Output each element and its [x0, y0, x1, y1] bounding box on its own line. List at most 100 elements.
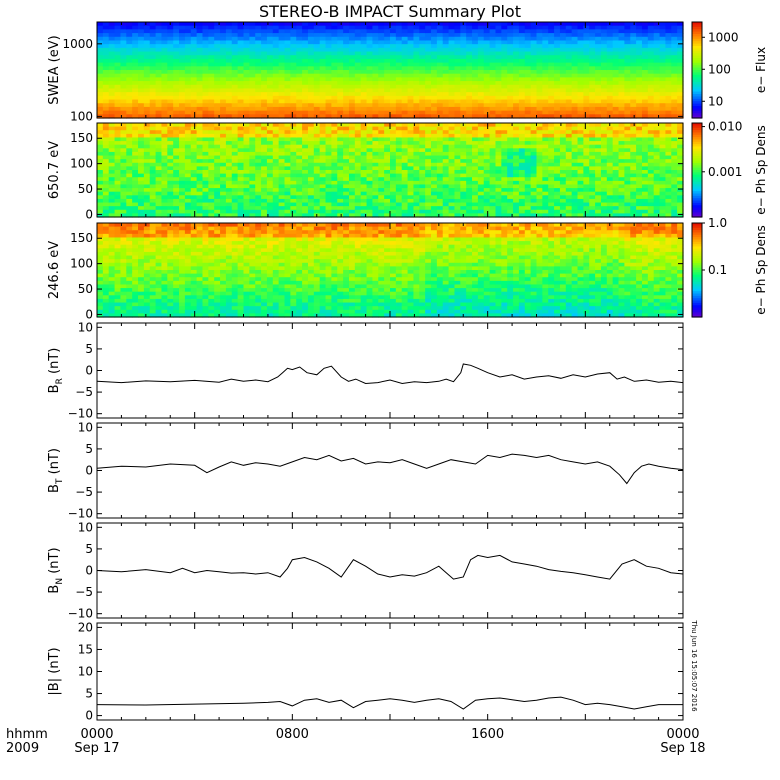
heatmap-cell — [313, 73, 321, 78]
heatmap-cell — [190, 36, 198, 42]
heatmap-cell — [161, 137, 168, 142]
heatmap-cell — [255, 184, 262, 189]
heatmap-cell — [319, 103, 327, 108]
heatmap-cell — [220, 36, 227, 42]
heatmap-cell — [155, 144, 163, 149]
heatmap-cell — [266, 155, 274, 160]
heatmap-cell — [313, 180, 321, 186]
heatmap-cell — [536, 81, 543, 86]
heatmap-cell — [243, 81, 250, 86]
heatmap-cell — [419, 184, 426, 189]
heatmap-cell — [606, 88, 614, 93]
heatmap-cell — [472, 209, 479, 214]
heatmap-cell — [337, 110, 344, 115]
heatmap-cell — [518, 123, 526, 128]
heatmap-cell — [114, 180, 122, 186]
heatmap-cell — [436, 177, 444, 182]
heatmap-cell — [184, 162, 192, 167]
heatmap-cell — [606, 99, 614, 104]
heatmap-cell — [343, 51, 350, 56]
heatmap-cell — [214, 177, 221, 182]
heatmap-cell — [343, 110, 350, 115]
heatmap-cell — [483, 126, 491, 131]
heatmap-cell — [360, 130, 368, 135]
heatmap-cell — [466, 77, 473, 82]
heatmap-cell — [577, 110, 584, 115]
heatmap-cell — [530, 198, 538, 204]
heatmap-cell — [513, 198, 520, 204]
heatmap-cell — [454, 110, 461, 115]
heatmap-cell — [483, 88, 491, 93]
heatmap-cell — [407, 103, 415, 108]
heatmap-cell — [466, 202, 473, 207]
heatmap-cell — [184, 123, 192, 128]
heatmap-cell — [102, 73, 110, 78]
heatmap-cell — [196, 144, 204, 149]
heatmap-cell — [114, 126, 122, 131]
heatmap-cell — [126, 22, 133, 27]
heatmap-cell — [313, 148, 321, 153]
heatmap-cell — [343, 151, 350, 157]
heatmap-cell — [647, 47, 655, 53]
heatmap-cell — [214, 92, 221, 97]
heatmap-cell — [524, 126, 532, 131]
heatmap-cell — [149, 177, 157, 182]
heatmap-cell — [624, 66, 631, 71]
heatmap-cell — [419, 62, 426, 67]
heatmap-cell — [143, 40, 151, 45]
heatmap-cell — [237, 47, 245, 53]
heatmap-cell — [565, 133, 573, 139]
heatmap-cell — [460, 162, 467, 167]
heatmap-cell — [606, 195, 614, 200]
heatmap-cell — [466, 36, 473, 42]
heatmap-cell — [536, 66, 543, 71]
heatmap-cell — [284, 141, 291, 146]
heatmap-cell — [501, 166, 508, 171]
heatmap-cell — [641, 55, 649, 60]
heatmap-cell — [600, 141, 608, 146]
heatmap-cell — [419, 40, 426, 45]
heatmap-cell — [671, 62, 678, 67]
heatmap-cell — [384, 51, 391, 56]
heatmap-cell — [460, 29, 467, 34]
heatmap-cell — [425, 206, 432, 211]
heatmap-cell — [325, 81, 332, 86]
heatmap-cell — [149, 99, 157, 104]
heatmap-cell — [413, 51, 420, 56]
heatmap-cell — [565, 22, 573, 27]
heatmap-cell — [179, 170, 186, 175]
heatmap-cell — [442, 188, 450, 193]
heatmap-cell — [143, 191, 151, 196]
heatmap-cell — [384, 92, 391, 97]
heatmap-cell — [337, 36, 344, 42]
heatmap-cell — [184, 114, 192, 119]
heatmap-cell — [249, 166, 256, 171]
heatmap-cell — [595, 103, 602, 108]
heatmap-cell — [190, 130, 198, 135]
heatmap-cell — [595, 206, 602, 211]
heatmap-cell — [225, 198, 233, 204]
heatmap-cell — [184, 155, 192, 160]
heatmap-cell — [325, 162, 332, 167]
heatmap-cell — [436, 137, 444, 142]
heatmap-cell — [167, 159, 174, 164]
heatmap-cell — [331, 173, 338, 178]
heatmap-cell — [290, 198, 297, 204]
heatmap-cell — [583, 148, 590, 153]
heatmap-cell — [624, 99, 631, 104]
heatmap-cell — [425, 40, 432, 45]
heatmap-cell — [507, 141, 514, 146]
heatmap-cell — [184, 206, 192, 211]
heatmap-cell — [384, 144, 391, 149]
heatmap-cell — [647, 25, 655, 30]
heatmap-cell — [220, 166, 227, 171]
heatmap-cell — [343, 195, 350, 200]
heatmap-cell — [606, 33, 614, 38]
heatmap-cell — [472, 195, 479, 200]
heatmap-cell — [261, 106, 268, 112]
heatmap-cell — [636, 40, 643, 45]
heatmap-cell — [518, 47, 526, 53]
heatmap-cell — [419, 177, 426, 182]
heatmap-cell — [290, 166, 297, 171]
heatmap-cell — [513, 202, 520, 207]
